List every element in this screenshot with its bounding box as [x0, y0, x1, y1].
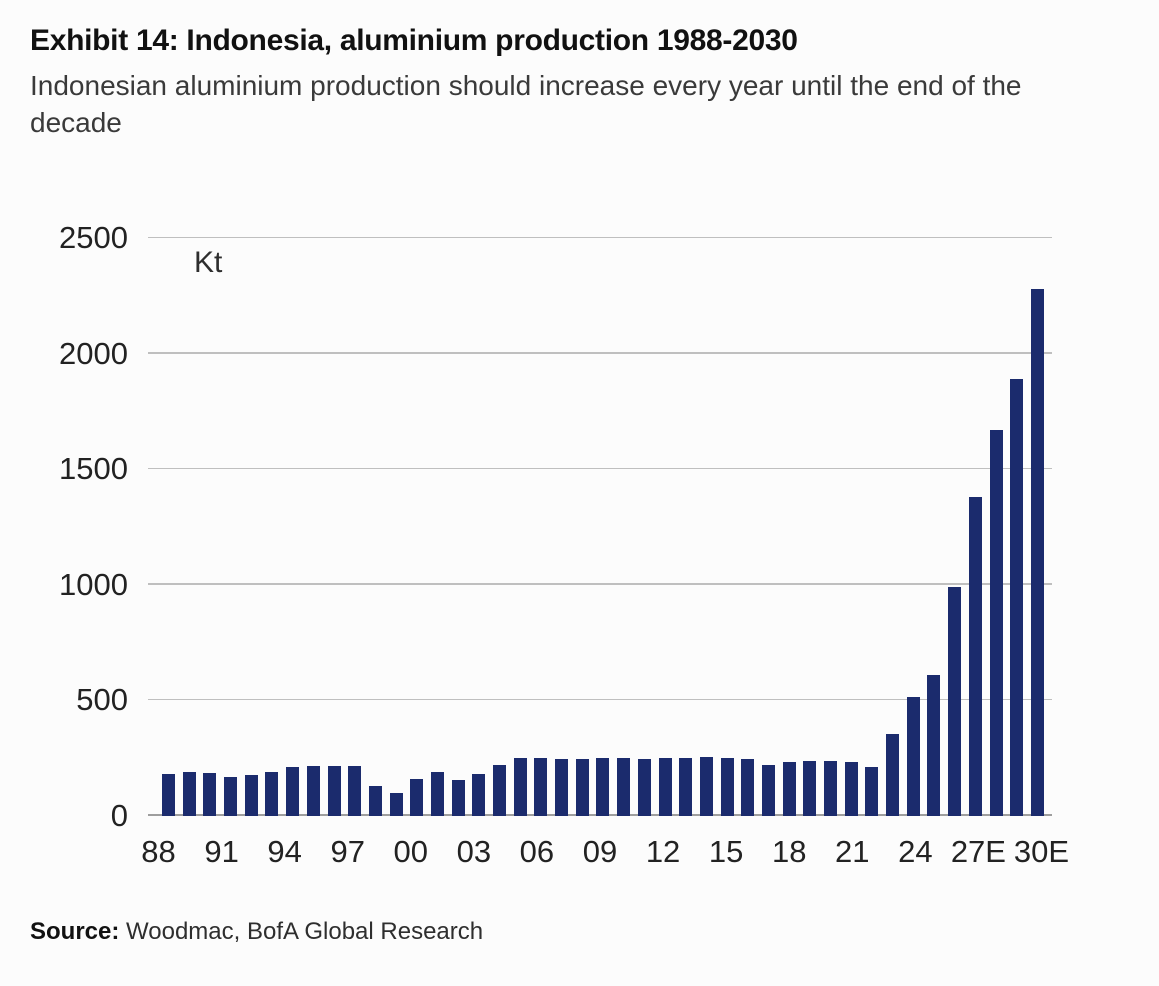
- bar: [968, 496, 982, 816]
- bar: [286, 767, 300, 816]
- x-axis-tick-label: 00: [393, 834, 429, 869]
- source-line: Source: Woodmac, BofA Global Research: [30, 918, 483, 946]
- bar: [844, 762, 858, 816]
- x-axis-tick-label: 94: [267, 834, 302, 869]
- x-axis-tick-label: 27E: [950, 834, 1006, 869]
- bar: [575, 759, 589, 816]
- bar: [679, 757, 693, 816]
- bar: [741, 759, 755, 816]
- bar: [824, 760, 837, 816]
- y-axis-tick-label: 0: [110, 798, 128, 833]
- gridline: [148, 583, 1052, 585]
- source-text: Woodmac, BofA Global Research: [119, 918, 484, 945]
- bar: [430, 771, 444, 816]
- bar: [368, 785, 382, 816]
- x-axis: 88 91 94 97 00 03 06 09 12 15 18 21 24 27E 30E: [141, 834, 1069, 880]
- bar: [699, 757, 713, 816]
- x-axis-tick-label: 12: [645, 834, 681, 869]
- bar: [389, 792, 403, 816]
- bar: [658, 758, 672, 816]
- bar: [782, 761, 796, 816]
- bar: [224, 776, 238, 816]
- bar: [472, 773, 486, 816]
- bar-chart: 0 500 1000 1500 2000 2500 Kt 88 91 94 97 00 03 06 09…: [0, 220, 1159, 938]
- plot-area: Kt: [148, 236, 1052, 816]
- bar: [327, 766, 341, 816]
- x-axis-tick-label: 97: [330, 834, 365, 869]
- y-axis-tick-label: 1000: [59, 566, 128, 602]
- bar: [306, 765, 320, 816]
- x-axis-tick-label: 91: [204, 834, 239, 869]
- bar: [948, 587, 962, 816]
- bar: [265, 771, 279, 816]
- bar: [720, 757, 734, 816]
- bar: [493, 764, 506, 816]
- page-title: Exhibit 14: Indonesia, aluminium product…: [30, 24, 798, 57]
- x-axis-tick-label: 24: [898, 834, 933, 869]
- bar: [886, 733, 900, 816]
- bar: [803, 760, 817, 816]
- chart-subtitle: Indonesian aluminium production should i…: [30, 70, 1022, 138]
- y-axis-tick-label: 500: [76, 682, 128, 718]
- bar: [989, 429, 1003, 816]
- x-axis-tick-label: 18: [771, 834, 807, 869]
- x-axis-tick-label: 06: [519, 834, 555, 869]
- bar: [555, 758, 569, 816]
- gridline: [148, 236, 1052, 238]
- unit-label: Kt: [194, 246, 223, 279]
- gridline: [148, 467, 1052, 470]
- x-axis-tick-label: 03: [456, 834, 492, 869]
- bar: [761, 764, 775, 816]
- y-axis-tick-label: 2000: [59, 335, 128, 371]
- bar: [1010, 379, 1024, 816]
- gridline: [148, 698, 1052, 701]
- bar: [637, 758, 651, 816]
- source-label: Source:: [30, 918, 120, 945]
- bars-container: [148, 238, 1052, 816]
- bar: [348, 766, 362, 816]
- bar: [162, 774, 175, 816]
- bar: [451, 780, 465, 816]
- x-axis-tick-label: 09: [582, 834, 618, 869]
- bar: [596, 758, 610, 816]
- bar: [1030, 288, 1044, 816]
- bar: [244, 774, 258, 816]
- bar: [203, 772, 217, 816]
- bar: [617, 758, 631, 816]
- y-axis-tick-label: 1500: [59, 451, 128, 487]
- gridline: [148, 352, 1052, 354]
- y-axis: 0 500 1000 1500 2000 2500: [24, 220, 128, 833]
- bar: [513, 758, 527, 816]
- x-axis-tick-label: 88: [141, 834, 176, 869]
- x-axis-tick-label: 30E: [1013, 834, 1070, 869]
- y-axis-tick-label: 2500: [59, 220, 128, 255]
- x-axis-tick-label: 15: [708, 834, 744, 869]
- x-axis-tick-label: 21: [835, 834, 870, 869]
- bar: [927, 674, 941, 816]
- bar: [865, 767, 879, 816]
- bar: [906, 696, 920, 816]
- bar: [534, 757, 548, 816]
- bar: [182, 772, 196, 816]
- bar: [410, 778, 424, 816]
